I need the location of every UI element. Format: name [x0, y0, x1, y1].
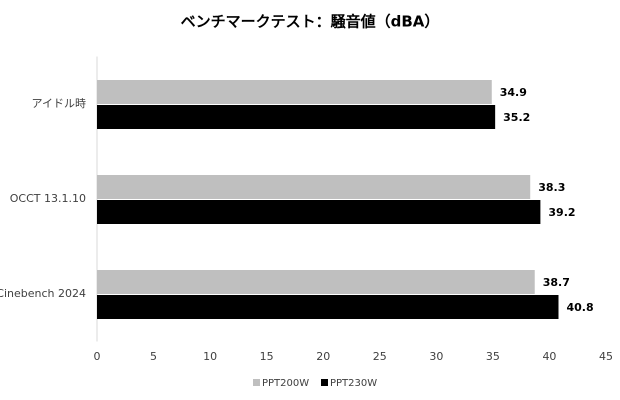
value-label: 38.3: [538, 181, 565, 194]
y-tick-label: Cinebench 2024: [0, 287, 86, 300]
legend-label: PPT200W: [262, 378, 309, 389]
bar: [97, 270, 535, 294]
bar: [97, 200, 541, 224]
bar: [97, 295, 559, 319]
x-tick-label: 25: [373, 350, 387, 363]
x-tick-label: 0: [94, 350, 101, 363]
x-tick-label: 45: [599, 350, 613, 363]
x-tick-label: 20: [316, 350, 330, 363]
bar: [97, 175, 531, 199]
x-tick-label: 5: [150, 350, 157, 363]
value-label: 34.9: [500, 86, 527, 99]
x-tick-label: 35: [486, 350, 500, 363]
value-label: 35.2: [503, 111, 530, 124]
x-tick-label: 15: [260, 350, 274, 363]
value-label: 39.2: [548, 206, 575, 219]
legend-label: PPT230W: [330, 378, 377, 389]
legend-swatch: [321, 379, 328, 386]
legend-swatch: [253, 379, 260, 386]
y-tick-label: OCCT 13.1.10: [10, 192, 86, 205]
x-tick-label: 30: [429, 350, 443, 363]
chart-title: ベンチマークテスト：騒音値（dBA）: [181, 13, 440, 31]
value-label: 40.8: [566, 301, 593, 314]
x-tick-label: 40: [542, 350, 556, 363]
value-label: 38.7: [543, 276, 570, 289]
y-tick-label: アイドル時: [32, 97, 86, 110]
bar: [97, 80, 492, 104]
x-tick-label: 10: [203, 350, 217, 363]
bar: [97, 105, 496, 129]
